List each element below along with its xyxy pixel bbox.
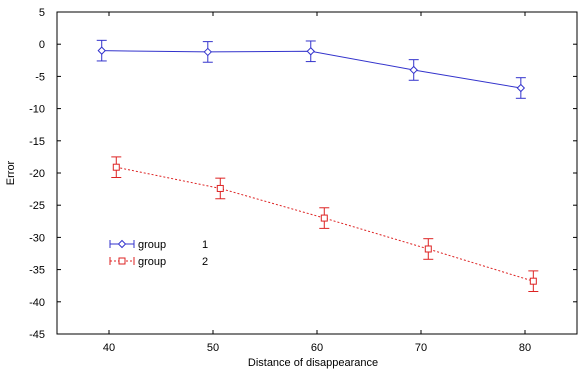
- legend-marker: [117, 239, 127, 249]
- data-point: [529, 277, 537, 285]
- x-tick-label: 80: [519, 342, 531, 354]
- x-axis-title: Distance of disappearance: [248, 357, 378, 369]
- series-1: [96, 39, 526, 99]
- y-tick-label: -15: [29, 136, 45, 148]
- series-layer: [96, 39, 539, 292]
- legend-value: 1: [202, 239, 208, 251]
- plot-frame-layer: [56, 11, 578, 335]
- data-point: [516, 83, 526, 93]
- data-point: [112, 163, 120, 171]
- y-tick-label: -45: [29, 329, 45, 341]
- x-tick-label: 70: [415, 342, 427, 354]
- series-2: [111, 156, 539, 292]
- legend-item-1: group 1: [109, 239, 208, 251]
- data-point: [216, 184, 224, 192]
- y-tick-label: -20: [29, 168, 45, 180]
- y-axis-title: Error: [5, 160, 17, 185]
- data-point: [306, 47, 315, 56]
- x-tick-label: 60: [311, 342, 323, 354]
- y-tick-label: -35: [29, 265, 45, 277]
- legend-label: group: [138, 239, 166, 251]
- data-point: [203, 47, 213, 57]
- plot-frame: [56, 11, 578, 335]
- series-2-line: [116, 166, 534, 282]
- legend: group 1 group 2: [109, 239, 208, 268]
- legend-label: group: [138, 256, 166, 268]
- data-point: [97, 46, 106, 55]
- y-tick-label: 5: [39, 7, 45, 19]
- x-tick-label: 50: [207, 342, 219, 354]
- data-point: [320, 214, 328, 222]
- legend-value: 2: [202, 256, 208, 268]
- series-1-line: [101, 50, 521, 89]
- y-tick-label: -40: [29, 297, 45, 309]
- legend-marker: [118, 257, 126, 265]
- y-tick-label: -25: [29, 200, 45, 212]
- y-tick-label: -30: [29, 232, 45, 244]
- x-tick-label: 40: [103, 342, 115, 354]
- y-tick-label: -5: [35, 71, 45, 83]
- data-point: [409, 65, 418, 75]
- y-tick-label: -10: [29, 104, 45, 116]
- data-point: [424, 245, 432, 253]
- legend-item-2: group 2: [109, 256, 208, 268]
- y-tick-label: 0: [39, 39, 45, 51]
